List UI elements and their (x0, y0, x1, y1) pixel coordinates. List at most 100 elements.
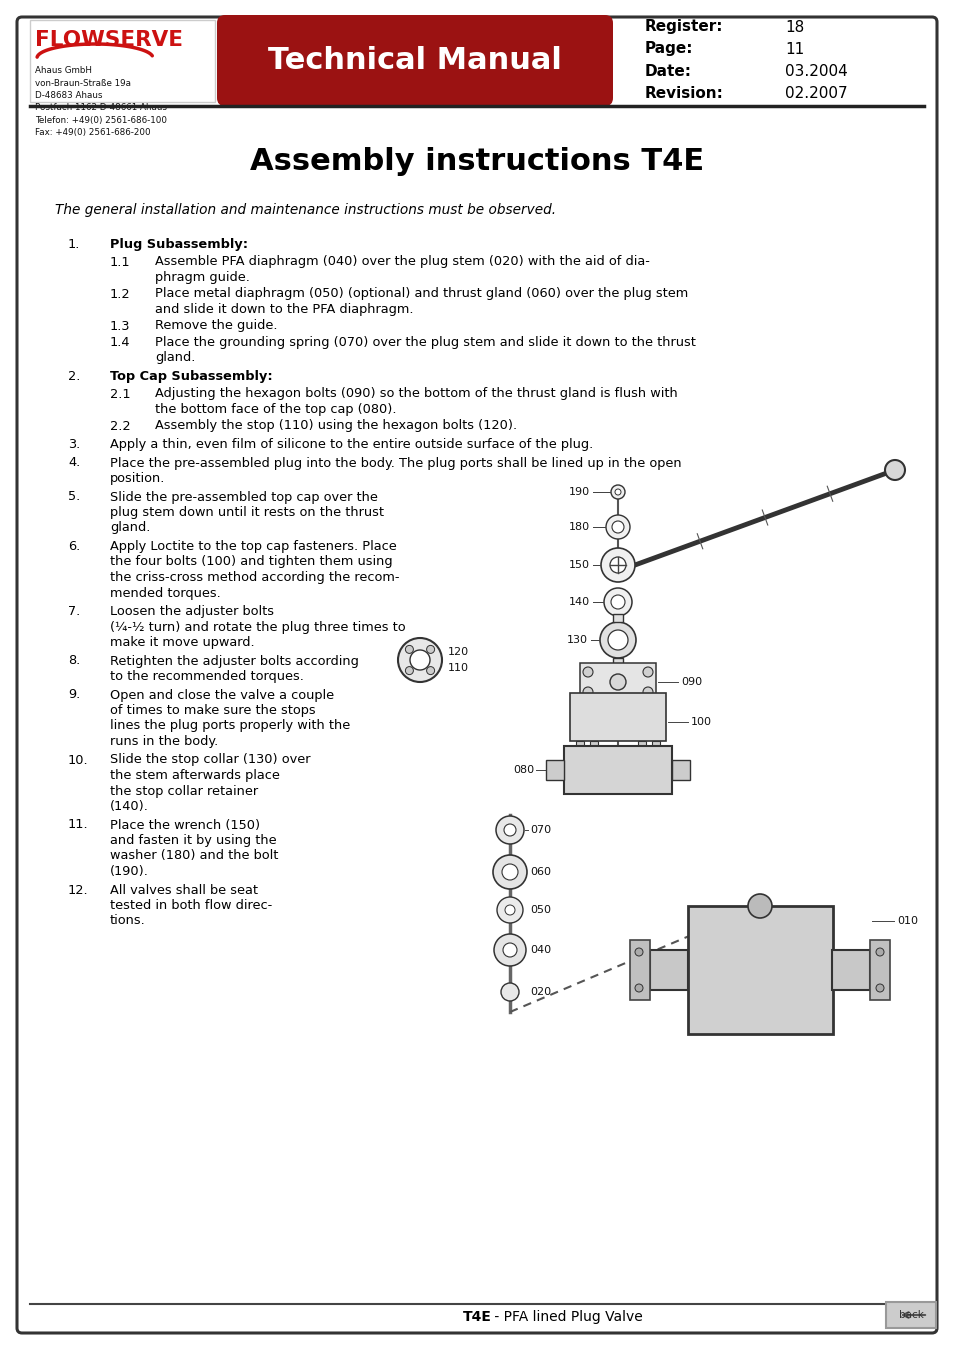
Text: back: back (898, 1310, 923, 1320)
Bar (671, 760, 689, 780)
Bar (831, 950, 869, 990)
Text: tions.: tions. (110, 914, 146, 927)
Text: make it move upward.: make it move upward. (110, 636, 254, 649)
Circle shape (610, 595, 624, 609)
Text: 2.2: 2.2 (110, 420, 131, 432)
Text: Technical Manual: Technical Manual (268, 46, 561, 76)
Circle shape (576, 749, 583, 757)
Text: 1.1: 1.1 (110, 255, 131, 269)
Text: The general installation and maintenance instructions must be observed.: The general installation and maintenance… (55, 202, 556, 217)
Text: T4E: T4E (462, 1310, 491, 1324)
Text: 080: 080 (513, 765, 534, 775)
Text: 020: 020 (530, 987, 551, 998)
Text: 8.: 8. (68, 655, 80, 667)
Text: 11: 11 (784, 42, 803, 57)
Text: - PFA lined Plug Valve: - PFA lined Plug Valve (490, 1310, 642, 1324)
Bar (579, 663, 656, 701)
Bar (687, 906, 832, 1034)
Text: 10.: 10. (68, 753, 89, 767)
Circle shape (612, 521, 623, 533)
Text: (190).: (190). (110, 865, 149, 878)
Text: 4.: 4. (68, 456, 80, 470)
Circle shape (642, 687, 652, 697)
Text: 100: 100 (690, 717, 711, 728)
Text: the bottom face of the top cap (080).: the bottom face of the top cap (080). (154, 404, 396, 416)
Text: 190: 190 (568, 487, 589, 497)
Text: Remove the guide.: Remove the guide. (154, 320, 277, 332)
Bar (589, 741, 598, 753)
Text: Loosen the adjuster bolts: Loosen the adjuster bolts (110, 605, 274, 618)
Text: 2.: 2. (68, 370, 80, 383)
Circle shape (426, 645, 435, 653)
Circle shape (405, 667, 413, 675)
Circle shape (493, 855, 526, 890)
Text: 070: 070 (530, 825, 551, 836)
Circle shape (747, 894, 771, 918)
FancyBboxPatch shape (17, 18, 936, 1332)
Text: plug stem down until it rests on the thrust: plug stem down until it rests on the thr… (110, 506, 384, 518)
Text: Assemble PFA diaphragm (040) over the plug stem (020) with the aid of dia-: Assemble PFA diaphragm (040) over the pl… (154, 255, 649, 269)
Text: Top Cap Subassembly:: Top Cap Subassembly: (110, 370, 273, 383)
Circle shape (884, 460, 904, 481)
Text: Apply a thin, even film of silicone to the entire outside surface of the plug.: Apply a thin, even film of silicone to t… (110, 437, 593, 451)
Text: the stem afterwards place: the stem afterwards place (110, 769, 279, 782)
Bar (869, 940, 889, 1000)
Text: 1.4: 1.4 (110, 336, 131, 350)
Circle shape (635, 984, 642, 992)
Text: 7.: 7. (68, 605, 80, 618)
Text: Adjusting the hexagon bolts (090) so the bottom of the thrust gland is flush wit: Adjusting the hexagon bolts (090) so the… (154, 387, 677, 401)
Text: (¼-½ turn) and rotate the plug three times to: (¼-½ turn) and rotate the plug three tim… (110, 621, 405, 633)
Circle shape (605, 514, 629, 539)
Text: FLOWSERVE: FLOWSERVE (35, 30, 183, 50)
Text: 6.: 6. (68, 540, 80, 553)
Text: 5.: 5. (68, 490, 80, 504)
Text: lines the plug ports properly with the: lines the plug ports properly with the (110, 720, 350, 733)
Text: 130: 130 (566, 634, 587, 645)
Bar (613, 657, 622, 666)
Text: 11.: 11. (68, 818, 89, 832)
Bar (576, 741, 583, 753)
Text: Revision:: Revision: (644, 85, 723, 100)
Text: runs in the body.: runs in the body. (110, 734, 218, 748)
Text: 9.: 9. (68, 688, 80, 702)
Circle shape (582, 687, 593, 697)
Circle shape (603, 589, 631, 616)
Circle shape (609, 558, 625, 572)
Circle shape (582, 667, 593, 676)
Text: 18: 18 (784, 19, 803, 35)
Circle shape (642, 667, 652, 676)
Text: 1.3: 1.3 (110, 320, 131, 332)
Text: Place metal diaphragm (050) (optional) and thrust gland (060) over the plug stem: Place metal diaphragm (050) (optional) a… (154, 288, 687, 301)
Text: 110: 110 (448, 663, 469, 674)
Text: Place the wrench (150): Place the wrench (150) (110, 818, 260, 832)
Text: and fasten it by using the: and fasten it by using the (110, 834, 276, 846)
Bar (649, 950, 687, 990)
Circle shape (635, 948, 642, 956)
Circle shape (610, 485, 624, 500)
Circle shape (502, 944, 517, 957)
Circle shape (638, 749, 645, 757)
Text: Place the grounding spring (070) over the plug stem and slide it down to the thr: Place the grounding spring (070) over th… (154, 336, 695, 350)
Text: 060: 060 (530, 867, 551, 878)
Text: phragm guide.: phragm guide. (154, 271, 250, 284)
Circle shape (410, 649, 430, 670)
Text: Apply Loctite to the top cap fasteners. Place: Apply Loctite to the top cap fasteners. … (110, 540, 396, 553)
Circle shape (500, 983, 518, 1000)
Bar (569, 693, 665, 741)
Text: 040: 040 (530, 945, 551, 954)
Circle shape (615, 489, 620, 495)
Text: the stop collar retainer: the stop collar retainer (110, 784, 258, 798)
Text: 140: 140 (568, 597, 589, 608)
Circle shape (599, 622, 636, 657)
Text: washer (180) and the bolt: washer (180) and the bolt (110, 849, 278, 863)
Circle shape (504, 904, 515, 915)
Text: 090: 090 (680, 676, 701, 687)
Text: Retighten the adjuster bolts according: Retighten the adjuster bolts according (110, 655, 358, 667)
Text: 1.: 1. (68, 238, 80, 251)
Circle shape (501, 864, 517, 880)
Text: gland.: gland. (154, 351, 195, 364)
Text: Ahaus GmbH
von-Braun-Straße 19a
D-48683 Ahaus
Postfach 1162 D-48661 Ahaus
Telefo: Ahaus GmbH von-Braun-Straße 19a D-48683 … (35, 66, 167, 138)
Text: (140).: (140). (110, 801, 149, 813)
Text: Page:: Page: (644, 42, 693, 57)
Text: Open and close the valve a couple: Open and close the valve a couple (110, 688, 334, 702)
